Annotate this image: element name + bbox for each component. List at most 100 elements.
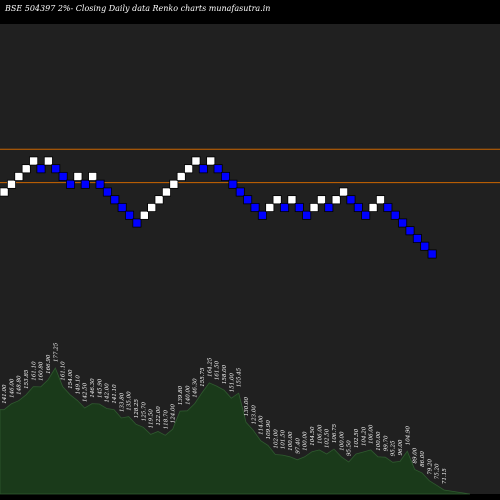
value-label: 99.70 — [383, 435, 389, 451]
value-label: 154.00 — [68, 369, 74, 389]
renko-brick-down — [250, 202, 260, 212]
volume-area — [0, 367, 471, 495]
renko-brick-down — [405, 226, 415, 236]
renko-brick-down — [294, 202, 304, 212]
renko-brick-down — [110, 195, 120, 205]
value-label: 104.50 — [310, 426, 316, 446]
value-label: 100.00 — [303, 431, 309, 451]
renko-brick-down — [95, 179, 105, 189]
value-label: 155.75 — [200, 367, 206, 387]
renko-brick-down — [324, 202, 334, 212]
value-label: 160.80 — [39, 361, 45, 381]
value-label: 161.10 — [31, 361, 37, 381]
renko-brick-up — [21, 164, 31, 174]
renko-brick-up — [368, 202, 378, 212]
value-labels: 141.00 146.00 148.80 153.85 161.10 160.80 166.… — [2, 342, 448, 484]
value-label: 106.75 — [332, 423, 338, 443]
value-label: 151.00 — [229, 372, 235, 392]
value-label: 71.15 — [442, 468, 448, 484]
renko-brick-up — [29, 156, 39, 166]
renko-brick-up — [73, 171, 83, 181]
renko-brick-down — [117, 202, 127, 212]
value-label: 122.00 — [156, 406, 162, 426]
renko-brick-down — [280, 202, 290, 212]
renko-brick-down — [66, 179, 76, 189]
renko-brick-up — [169, 179, 179, 189]
renko-brick-down — [346, 195, 356, 205]
renko-brick-up — [161, 187, 171, 197]
value-label: 97.40 — [295, 438, 301, 454]
value-label: 104.90 — [405, 425, 411, 445]
value-label: 104.20 — [361, 426, 367, 446]
renko-brick-down — [198, 164, 208, 174]
value-label: 119.50 — [149, 409, 155, 429]
value-label: 100.00 — [288, 431, 294, 451]
value-label: 149.10 — [75, 375, 81, 395]
renko-brick-up — [139, 210, 149, 220]
renko-brick-down — [427, 249, 437, 259]
renko-brick-up — [43, 156, 53, 166]
renko-brick-down — [102, 187, 112, 197]
renko-brick-down — [213, 164, 223, 174]
value-label: 114.00 — [259, 415, 265, 435]
renko-brick-up — [184, 164, 194, 174]
renko-brick-down — [132, 218, 142, 228]
renko-brick-down — [51, 164, 61, 174]
value-label: 161.50 — [215, 360, 221, 380]
value-label: 145.90 — [97, 378, 103, 398]
value-label: 139.80 — [178, 385, 184, 405]
renko-brick-down — [220, 171, 230, 181]
value-label: 177.25 — [53, 342, 59, 362]
value-label: 142.00 — [105, 383, 111, 403]
renko-brick-down — [412, 233, 422, 243]
renko-brick-up — [272, 195, 282, 205]
renko-brick-up — [206, 156, 216, 166]
value-label: 95.25 — [391, 440, 397, 456]
renko-brick-down — [235, 187, 245, 197]
value-label: 141.00 — [2, 384, 8, 404]
renko-brick-down — [390, 210, 400, 220]
renko-brick-up — [287, 195, 297, 205]
value-label: 158.00 — [222, 364, 228, 384]
value-label: 96.00 — [398, 439, 404, 455]
renko-brick-up — [0, 187, 9, 197]
value-label: 118.70 — [163, 410, 169, 430]
value-label: 100.00 — [376, 431, 382, 451]
renko-brick-up — [176, 171, 186, 181]
renko-brick-down — [125, 210, 135, 220]
renko-brick-up — [331, 195, 341, 205]
renko-brick-up — [14, 171, 24, 181]
value-label: 89.00 — [413, 447, 419, 463]
renko-brick-down — [228, 179, 238, 189]
renko-brick-up — [309, 202, 319, 212]
renko-brick-down — [420, 241, 430, 251]
value-label: 140.00 — [185, 385, 191, 405]
value-label: 161.10 — [61, 361, 67, 381]
renko-brick-up — [147, 202, 157, 212]
value-label: 79.20 — [427, 458, 433, 474]
value-label: 124.00 — [171, 403, 177, 423]
renko-brick-up — [339, 187, 349, 197]
renko-brick-up — [88, 171, 98, 181]
renko-brick-down — [80, 179, 90, 189]
value-label: 125.70 — [141, 402, 147, 422]
value-label: 101.50 — [281, 429, 287, 449]
renko-brick-up — [265, 202, 275, 212]
chart-title: BSE 504397 2%- Closing Daily data Renko … — [4, 4, 270, 13]
renko-brick-down — [383, 202, 393, 212]
value-label: 141.10 — [112, 384, 118, 404]
renko-brick-down — [36, 164, 46, 174]
value-label: 102.00 — [273, 429, 279, 449]
value-label: 123.00 — [251, 405, 257, 425]
value-label: 109.90 — [266, 420, 272, 440]
value-label: 142.50 — [83, 382, 89, 402]
value-label: 102.50 — [325, 428, 331, 448]
renko-brick-down — [58, 171, 68, 181]
renko-brick-up — [6, 179, 16, 189]
renko-brick-up — [316, 195, 326, 205]
value-label: 148.80 — [17, 375, 23, 395]
value-label: 106.00 — [317, 424, 323, 444]
value-label: 166.90 — [46, 354, 52, 374]
